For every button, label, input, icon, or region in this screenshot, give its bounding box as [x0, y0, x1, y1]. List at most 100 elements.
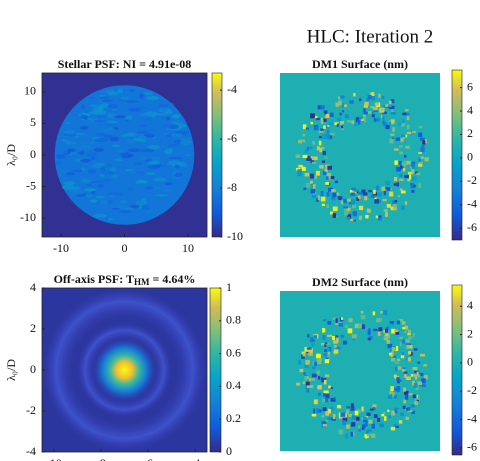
image-speckle: [358, 205, 364, 211]
image-speckle: [406, 116, 410, 121]
image-speckle: [406, 407, 409, 411]
image-speckle: [335, 321, 338, 326]
image-speckle: [349, 189, 353, 194]
colorbar: [211, 72, 223, 238]
image-speckle: [412, 130, 416, 134]
colorbar-tick-label: -4: [467, 411, 477, 425]
image-speckle: [62, 178, 71, 183]
image-speckle: [168, 190, 174, 196]
image-speckle: [341, 125, 344, 129]
image-speckle: [322, 328, 326, 333]
image-speckle: [396, 320, 400, 325]
image-speckle: [352, 211, 357, 216]
image-speckle: [92, 213, 107, 218]
image-speckle: [405, 394, 408, 399]
image-speckle: [164, 111, 173, 115]
image-speckle: [342, 420, 346, 426]
image-speckle: [152, 200, 160, 205]
image-speckle: [388, 395, 393, 399]
image-speckle: [346, 406, 350, 409]
image-speckle: [382, 120, 386, 125]
image-speckle: [142, 91, 154, 96]
image-speckle: [385, 333, 388, 337]
image-speckle: [421, 378, 426, 384]
image-speckle: [61, 138, 67, 142]
image-speckle: [406, 344, 410, 349]
image-speckle: [334, 215, 338, 219]
image-speckle: [353, 92, 356, 97]
image-speckle: [319, 148, 323, 153]
image-speckle: [313, 408, 316, 414]
image-speckle: [360, 315, 366, 320]
image-speckle: [374, 414, 378, 418]
image-speckle: [372, 420, 376, 424]
image-speckle: [326, 172, 332, 178]
image-speckle: [72, 169, 84, 173]
image-speckle: [320, 119, 324, 124]
image-speckle: [337, 196, 343, 200]
image-speckle: [174, 164, 180, 169]
image-speckle: [72, 145, 83, 150]
image-speckle: [316, 198, 319, 202]
image-speckle: [311, 183, 314, 189]
image-speckle: [383, 104, 387, 108]
image-speckle: [399, 151, 403, 155]
image-speckle: [135, 170, 144, 174]
image-speckle: [368, 190, 372, 193]
image-speckle: [394, 407, 399, 410]
image-speckle: [340, 317, 344, 320]
image-speckle: [416, 172, 421, 176]
image-speckle: [405, 416, 410, 420]
image-speckle: [324, 115, 327, 121]
image-speckle: [389, 191, 394, 197]
image-speckle: [410, 182, 414, 186]
image-speckle: [365, 415, 369, 418]
image-speckle: [139, 95, 144, 99]
title-text: Stellar PSF: NI = 4.91e-08: [58, 57, 192, 71]
image-speckle: [381, 96, 385, 99]
image-speckle: [116, 166, 129, 171]
image-speckle: [364, 196, 368, 201]
image-speckle: [351, 190, 357, 194]
image-speckle: [328, 385, 331, 389]
image-speckle: [143, 111, 158, 117]
title-text: DM1 Surface (nm): [312, 57, 408, 71]
image-speckle: [97, 114, 107, 119]
image-speckle: [339, 416, 344, 420]
image-speckle: [388, 415, 391, 419]
image-speckle: [170, 121, 183, 125]
image-speckle: [118, 209, 132, 214]
image-speckle: [393, 409, 398, 413]
image-speckle: [346, 424, 350, 429]
image-speckle: [369, 408, 374, 411]
colorbar-tick-label: 0.4: [226, 378, 241, 392]
image-speckle: [382, 111, 387, 115]
image-speckle: [95, 195, 106, 199]
image-speckle: [370, 111, 375, 114]
image-speckle: [408, 336, 413, 340]
image-speckle: [393, 374, 397, 379]
image-speckle: [418, 183, 421, 188]
image-speckle: [353, 189, 359, 192]
image-speckle: [315, 117, 321, 121]
image-speckle: [141, 198, 147, 201]
image-speckle: [400, 190, 406, 194]
image-speckle: [418, 372, 424, 377]
image-speckle: [305, 381, 310, 386]
image-speckle: [297, 172, 302, 177]
image-speckle: [339, 112, 342, 116]
image-speckle: [328, 122, 334, 126]
image-speckle: [396, 386, 401, 391]
image-speckle: [99, 173, 105, 178]
image-speckle: [120, 133, 128, 137]
image-speckle: [409, 345, 413, 349]
image-speckle: [398, 160, 402, 165]
image-speckle: [392, 386, 395, 392]
image-speckle: [56, 161, 62, 165]
image-speckle: [394, 361, 400, 364]
image-speckle: [396, 166, 401, 172]
image-speckle: [72, 190, 85, 195]
colorbar-tick-label: 0: [467, 355, 473, 369]
image-speckle: [344, 210, 349, 216]
image-speckle: [415, 397, 420, 400]
